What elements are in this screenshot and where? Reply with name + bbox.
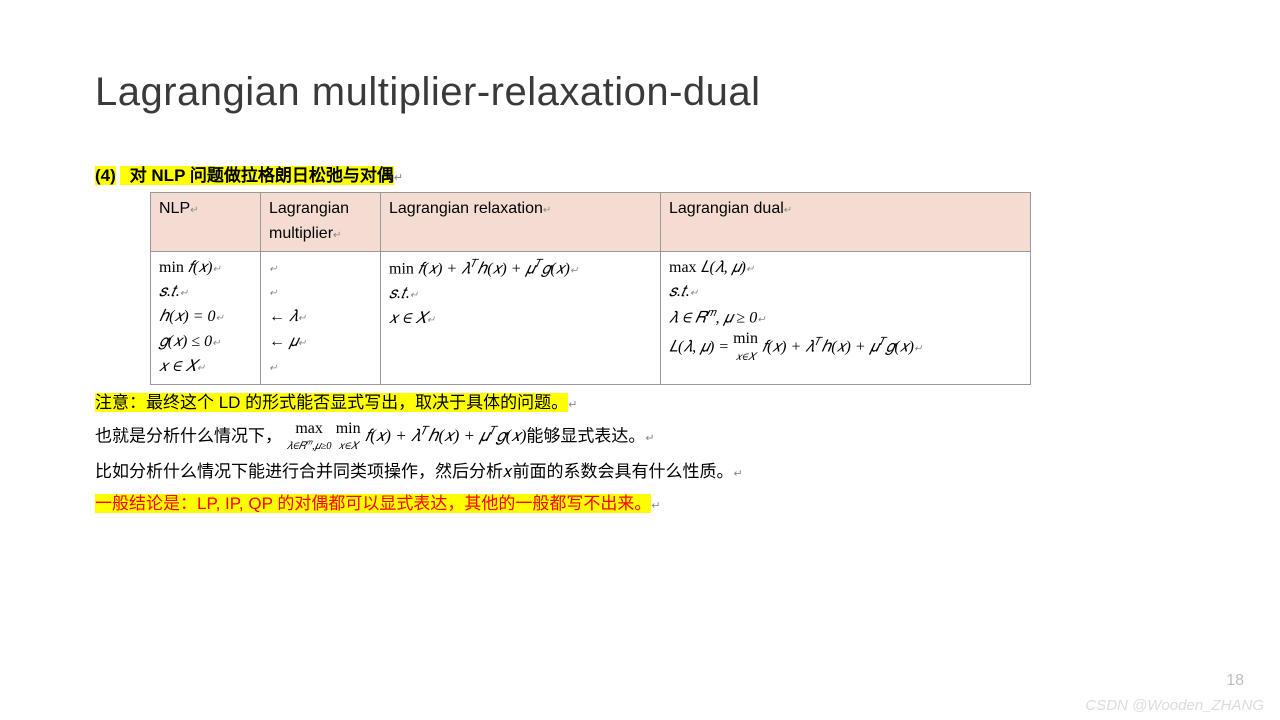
col-dual: Lagrangian dual↵ (661, 193, 1031, 252)
cell-dual: max 𝐿(𝜆, 𝜇)↵ 𝑠.𝑡.↵ 𝜆 ∈ 𝑅𝑚, 𝜇 ≥ 0↵ 𝐿(𝜆, 𝜇… (661, 251, 1031, 384)
watermark: CSDN @Wooden_ZHANG (1085, 697, 1264, 714)
note-line-1: 注意：最终这个 LD 的形式能否显式写出，取决于具体的问题。↵ (95, 389, 1185, 417)
page-number: 18 (1226, 672, 1244, 690)
section-heading-row: (4) 对 NLP 问题做拉格朗日松弛与对偶↵ (95, 161, 1185, 186)
col-nlp: NLP↵ (151, 193, 261, 252)
note-line-3: 比如分析什么情况下能进行合并同类项操作，然后分析𝑥前面的系数会具有什么性质。↵ (95, 458, 1185, 486)
section-number: (4) (95, 166, 116, 185)
note-line-2: 也就是分析什么情况下， max𝜆∈𝑅𝑚,𝜇≥0 min𝑥∈𝑋 𝑓(𝑥) + 𝜆𝑇… (95, 421, 1185, 455)
note-line-4: 一般结论是：LP, IP, QP 的对偶都可以显式表达，其他的一般都写不出来。↵ (95, 490, 1185, 518)
lagrangian-table: NLP↵ Lagrangian multiplier↵ Lagrangian r… (150, 192, 1031, 385)
col-relax: Lagrangian relaxation↵ (381, 193, 661, 252)
cell-relax: min 𝑓(𝑥) + 𝜆𝑇ℎ(𝑥) + 𝜇𝑇𝑔(𝑥)↵ 𝑠.𝑡.↵ 𝑥 ∈ 𝑋↵ (381, 251, 661, 384)
col-mult: Lagrangian multiplier↵ (261, 193, 381, 252)
cell-mult: ↵ ↵ ← 𝜆↵ ← 𝜇↵ ↵ (261, 251, 381, 384)
table-header-row: NLP↵ Lagrangian multiplier↵ Lagrangian r… (151, 193, 1031, 252)
slide-title: Lagrangian multiplier-relaxation-dual (95, 70, 1185, 115)
cell-nlp: min 𝑓(𝑥)↵ 𝑠.𝑡.↵ ℎ(𝑥) = 0↵ 𝑔(𝑥) ≤ 0↵ 𝑥 ∈ … (151, 251, 261, 384)
table-body-row: min 𝑓(𝑥)↵ 𝑠.𝑡.↵ ℎ(𝑥) = 0↵ 𝑔(𝑥) ≤ 0↵ 𝑥 ∈ … (151, 251, 1031, 384)
section-text (120, 166, 129, 185)
